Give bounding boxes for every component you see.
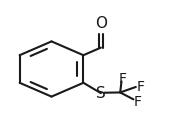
Text: O: O (95, 16, 107, 31)
Text: F: F (136, 80, 144, 94)
Text: F: F (133, 95, 141, 109)
Text: S: S (96, 86, 106, 101)
Text: F: F (119, 72, 127, 86)
